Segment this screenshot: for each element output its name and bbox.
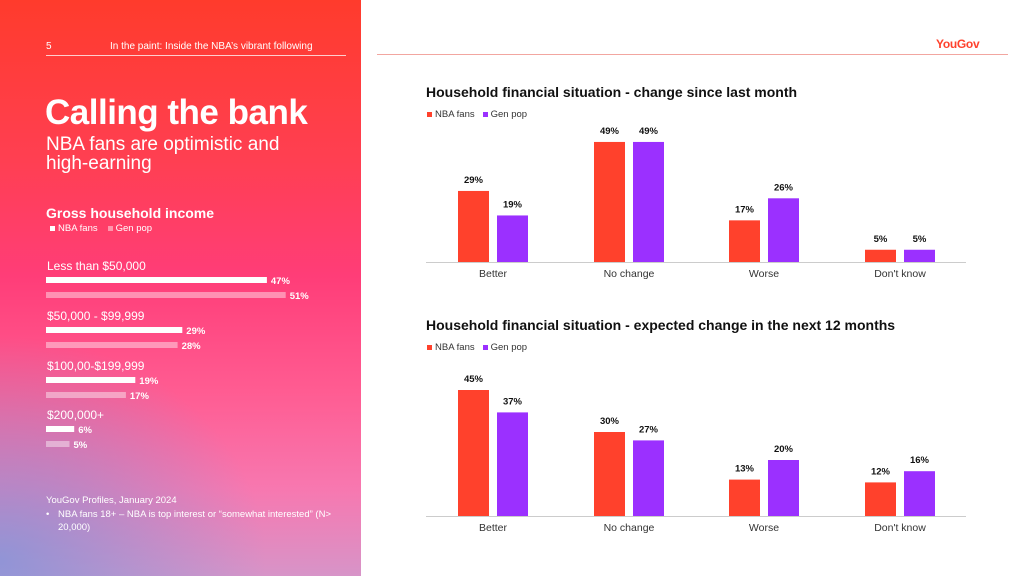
data-label: 17% [735,204,755,215]
legend-swatch-nba [427,112,432,117]
income-data-label: 28% [182,341,202,352]
income-chart-title: Gross household income [46,205,215,221]
chart1-legend-gen: Gen pop [482,109,528,120]
income-bar-gen [46,441,70,447]
bar-gen [497,215,528,262]
chart1-title: Household financial situation - change s… [426,84,798,100]
bar-nba [729,220,760,262]
income-data-label: 17% [130,391,150,402]
x-tick-label: No change [604,268,655,280]
legend-swatch-gen [107,226,113,231]
left-panel: 5 In the paint: Inside the NBA’s vibrant… [0,0,361,576]
data-label: 45% [464,374,484,385]
x-tick-label: Don't know [874,268,926,280]
page-subtitle: NBA fans are optimistic and high-earning [46,134,280,174]
legend-item-gen: Gen pop [107,223,153,234]
bullet-glyph: • [46,509,50,520]
bar-gen [768,198,799,262]
bar-gen [633,141,664,262]
income-data-label: 29% [186,326,206,337]
income-category-label: $200,000+ [47,408,104,422]
data-label: 29% [464,175,484,186]
legend-label-nba: NBA fans [435,342,475,353]
bar-nba [865,482,896,516]
data-label: 16% [910,455,930,466]
chart2-title: Household financial situation - expected… [426,317,896,333]
legend-label-nba: NBA fans [58,223,98,234]
income-bar-nba [46,327,183,333]
income-bar-gen [46,392,126,398]
source-text: YouGov Profiles, January 2024 [46,495,177,506]
bar-nba [594,141,625,262]
x-tick-label: Don't know [874,522,926,534]
data-label: 30% [600,416,620,427]
income-data-label: 19% [139,376,159,387]
chart1: 29% 19% Better 49% 49% No change 17% 26% Worse 5%… [426,126,966,280]
data-label: 5% [913,234,927,245]
bar-nba [865,249,896,262]
legend-item-nba: NBA fans [50,223,98,234]
bar-nba [594,432,625,516]
income-data-label: 47% [271,276,291,287]
x-tick-label: Worse [749,268,779,280]
page-title: Calling the bank [45,93,308,132]
income-bar-nba [46,377,136,383]
data-label: 27% [639,424,659,435]
bar-nba [729,479,760,516]
income-bar-nba [46,277,267,283]
yougov-logo: YouGov [936,37,980,51]
data-label: 49% [600,126,620,137]
bar-gen [497,412,528,516]
income-data-label: 5% [74,440,88,451]
data-label: 13% [735,464,755,475]
x-tick-label: Worse [749,522,779,534]
chart1-legend-nba: NBA fans [427,109,475,120]
income-category-label: Less than $50,000 [47,259,146,273]
bar-gen [904,249,935,262]
legend-swatch-gen [482,345,488,350]
data-label: 37% [503,396,523,407]
legend-swatch-gen [482,112,488,117]
data-label: 19% [503,199,523,210]
income-category-label: $100,00-$199,999 [47,359,145,373]
x-tick-label: Better [479,268,508,280]
income-legend: NBA fans Gen pop [50,223,152,234]
chart1-legend: NBA fans Gen pop [427,109,527,120]
header-divider [46,55,346,56]
bar-gen [633,440,664,516]
bar-gen [768,460,799,516]
x-tick-label: No change [604,522,655,534]
income-data-label: 51% [290,291,310,302]
legend-label-gen: Gen pop [115,223,153,234]
income-bar-nba [46,426,75,432]
income-bar-gen [46,292,286,298]
chart2-legend-gen: Gen pop [482,342,528,353]
data-label: 49% [639,126,659,137]
legend-label-gen: Gen pop [490,109,528,120]
income-bar-gen [46,342,178,348]
data-label: 20% [774,444,794,455]
page-number: 5 [46,41,52,52]
header-divider-right [377,54,1008,55]
chart2-legend: NBA fans Gen pop [427,342,527,353]
income-chart: Less than $50,000 47% 51% $50,000 - $99,999… [46,259,310,451]
income-category-label: $50,000 - $99,999 [47,309,145,323]
data-label: 12% [871,466,891,477]
data-label: 26% [774,182,794,193]
chart2-legend-nba: NBA fans [427,342,475,353]
legend-label-gen: Gen pop [490,342,528,353]
data-label: 5% [874,234,888,245]
footnote: • NBA fans 18+ – NBA is top interest or … [46,508,346,534]
bar-gen [904,471,935,516]
footnote-text: NBA fans 18+ – NBA is top interest or “s… [58,509,331,533]
bar-nba [458,390,489,516]
x-tick-label: Better [479,522,508,534]
income-data-label: 6% [78,425,92,436]
bar-nba [458,190,489,262]
chart2: 45% 37% Better 30% 27% No change 13% 20% Worse 12… [426,374,966,534]
legend-swatch-nba [427,345,432,350]
legend-swatch-nba [50,226,55,231]
legend-label-nba: NBA fans [435,109,475,120]
deck-title: In the paint: Inside the NBA’s vibrant f… [110,41,313,52]
